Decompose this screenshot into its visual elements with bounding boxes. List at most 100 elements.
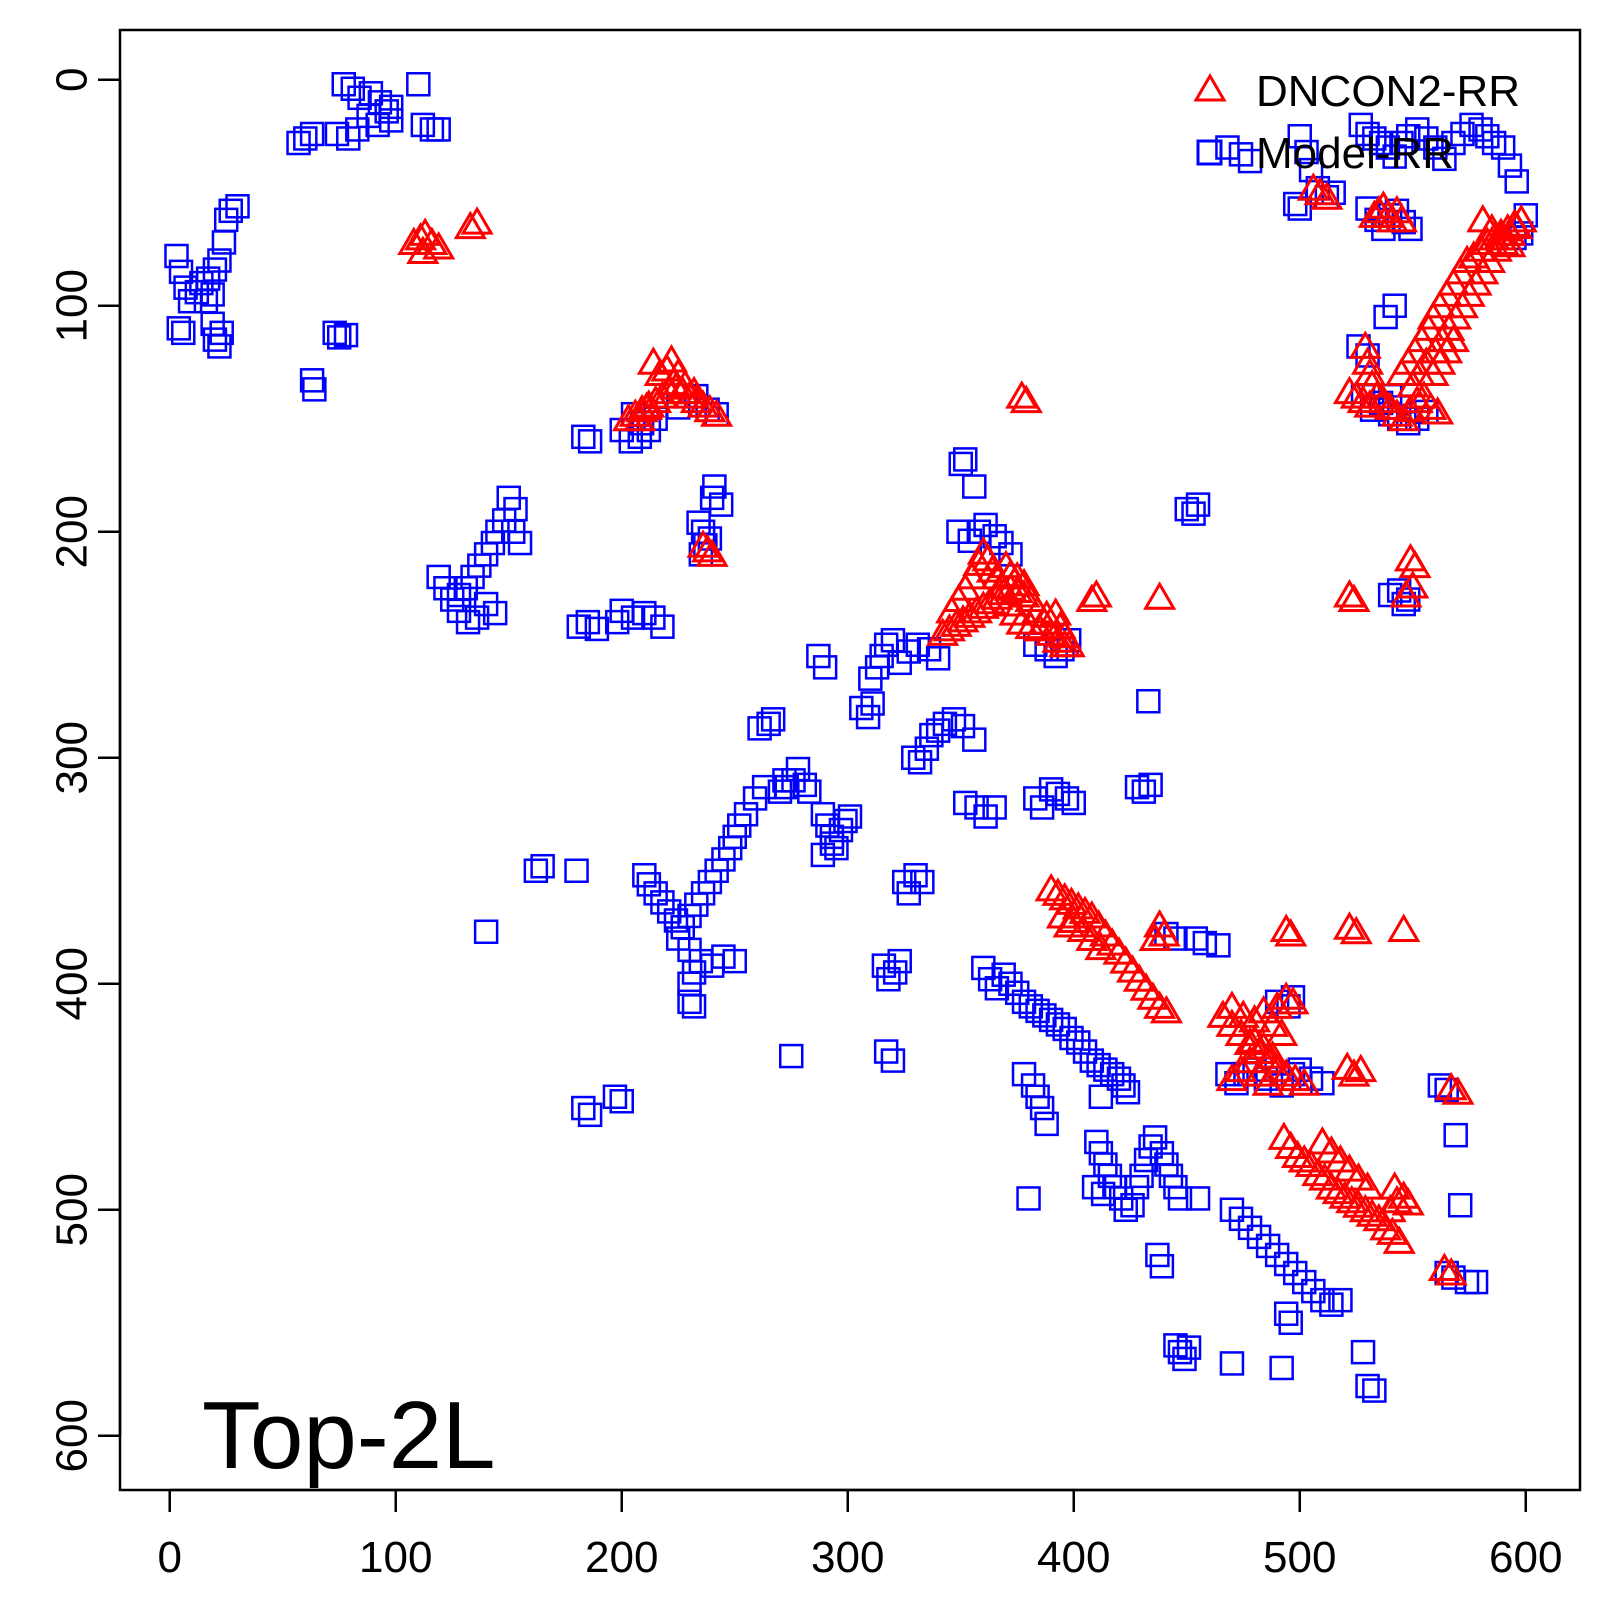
dncon2-rr-point <box>1346 384 1380 414</box>
model-rr-point <box>286 130 311 156</box>
model-rr-point <box>1072 1039 1098 1064</box>
dncon2-rr-point <box>1332 911 1367 940</box>
dncon2-rr-point <box>677 375 711 405</box>
model-rr-point <box>824 835 849 861</box>
model-rr-point <box>1382 144 1407 169</box>
model-rr-point <box>982 795 1007 820</box>
dncon2-rr-point <box>1251 1067 1285 1096</box>
model-rr-point <box>1081 1174 1107 1200</box>
dncon2-rr-point <box>1369 1211 1403 1241</box>
dncon2-rr-point <box>1005 606 1039 635</box>
dncon2-rr-point <box>946 603 980 633</box>
model-rr-point <box>1414 126 1439 151</box>
model-rr-point <box>1023 786 1048 811</box>
x-tick-label: 200 <box>585 1533 658 1582</box>
model-rr-point <box>650 890 675 915</box>
dncon2-rr-point <box>1339 380 1373 409</box>
model-rr-point <box>1432 146 1457 172</box>
model-rr-point <box>953 447 978 472</box>
dncon2-rr-point <box>1332 579 1367 608</box>
model-rr-point <box>1382 293 1407 318</box>
model-rr-point <box>1052 1016 1077 1042</box>
model-rr-point <box>1278 1310 1303 1336</box>
model-rr-point <box>566 614 592 639</box>
model-rr-point <box>410 112 436 138</box>
model-rr-point <box>1115 1079 1141 1105</box>
model-rr-point <box>171 320 196 346</box>
dncon2-rr-point <box>1314 1135 1349 1164</box>
model-rr-point <box>299 121 325 147</box>
dncon2-rr-point <box>1434 1257 1468 1286</box>
legend-label-dncon2-rr: DNCON2-RR <box>1256 67 1520 116</box>
model-rr-point <box>722 948 747 974</box>
model-rr-point <box>1282 1260 1308 1286</box>
model-rr-point <box>837 804 863 829</box>
model-rr-point <box>1348 112 1374 138</box>
model-rr-point <box>1059 1025 1084 1051</box>
model-rr-point <box>1441 130 1466 156</box>
dncon2-rr-point <box>935 594 969 624</box>
model-rr-point <box>609 598 634 624</box>
dncon2-rr-point <box>1359 380 1394 409</box>
model-rr-point <box>1183 926 1209 951</box>
model-rr-point <box>910 869 935 895</box>
model-rr-point <box>819 831 845 856</box>
model-rr-point <box>1264 1242 1290 1268</box>
model-rr-point <box>962 727 987 752</box>
dncon2-rr-point <box>1009 384 1043 414</box>
model-rr-point <box>331 71 356 97</box>
model-rr-point <box>207 334 232 359</box>
model-rr-point <box>681 994 707 1019</box>
dncon2-rr-point <box>679 384 713 414</box>
model-rr-point <box>577 429 603 454</box>
x-tick-label: 100 <box>359 1533 432 1582</box>
model-rr-point <box>1167 1339 1193 1365</box>
model-rr-point <box>677 989 702 1015</box>
y-tick-label: 500 <box>48 1173 97 1246</box>
dncon2-rr-point <box>1303 176 1337 206</box>
model-rr-point <box>907 750 933 775</box>
model-rr-point <box>903 863 928 888</box>
model-rr-point <box>760 707 786 732</box>
x-tick-label: 500 <box>1263 1533 1336 1582</box>
model-rr-point <box>1032 1003 1057 1028</box>
dncon2-rr-point <box>1269 1058 1303 1087</box>
model-rr-point <box>482 600 508 626</box>
model-rr-point <box>641 605 666 630</box>
dncon2-rr-point <box>1143 990 1177 1019</box>
model-rr-point <box>365 112 390 138</box>
plot-frame <box>118 28 1582 1492</box>
dncon2-rr-point <box>1149 994 1184 1024</box>
y-tick-label: 0 <box>48 67 97 91</box>
model-rr-point <box>446 582 472 608</box>
model-rr-point <box>1355 1373 1380 1399</box>
model-rr-point <box>797 779 822 804</box>
legend-triangle-marker <box>1193 73 1227 102</box>
dncon2-rr-point <box>1034 872 1068 902</box>
model-rr-point <box>702 474 727 499</box>
dncon2-rr-point <box>1301 1157 1335 1187</box>
dncon2-rr-point <box>1335 1184 1369 1214</box>
dncon2-rr-point <box>1382 1225 1416 1254</box>
dncon2-rr-point <box>1274 918 1308 947</box>
dncon2-rr-point <box>1321 1175 1355 1205</box>
model-rr-point <box>464 605 490 630</box>
dncon2-rr-point <box>691 533 725 563</box>
model-rr-point <box>1163 926 1188 951</box>
dncon2-rr-point <box>1441 1076 1475 1105</box>
dncon2-rr-point <box>1030 599 1064 628</box>
model-rr-point <box>1443 1122 1468 1148</box>
dncon2-rr-point <box>422 230 456 260</box>
dncon2-rr-point <box>1393 542 1428 572</box>
y-tick-label: 400 <box>48 947 97 1020</box>
dncon2-rr-point <box>1075 583 1109 613</box>
model-rr-point <box>202 327 228 352</box>
model-rr-point <box>225 194 250 219</box>
model-rr-point <box>1029 1095 1055 1121</box>
model-rr-point <box>200 282 225 307</box>
model-rr-point <box>747 716 772 741</box>
model-rr-point <box>1124 774 1150 800</box>
model-rr-point <box>571 424 596 450</box>
model-rr-point <box>916 637 942 662</box>
model-rr-point <box>1219 1351 1245 1376</box>
